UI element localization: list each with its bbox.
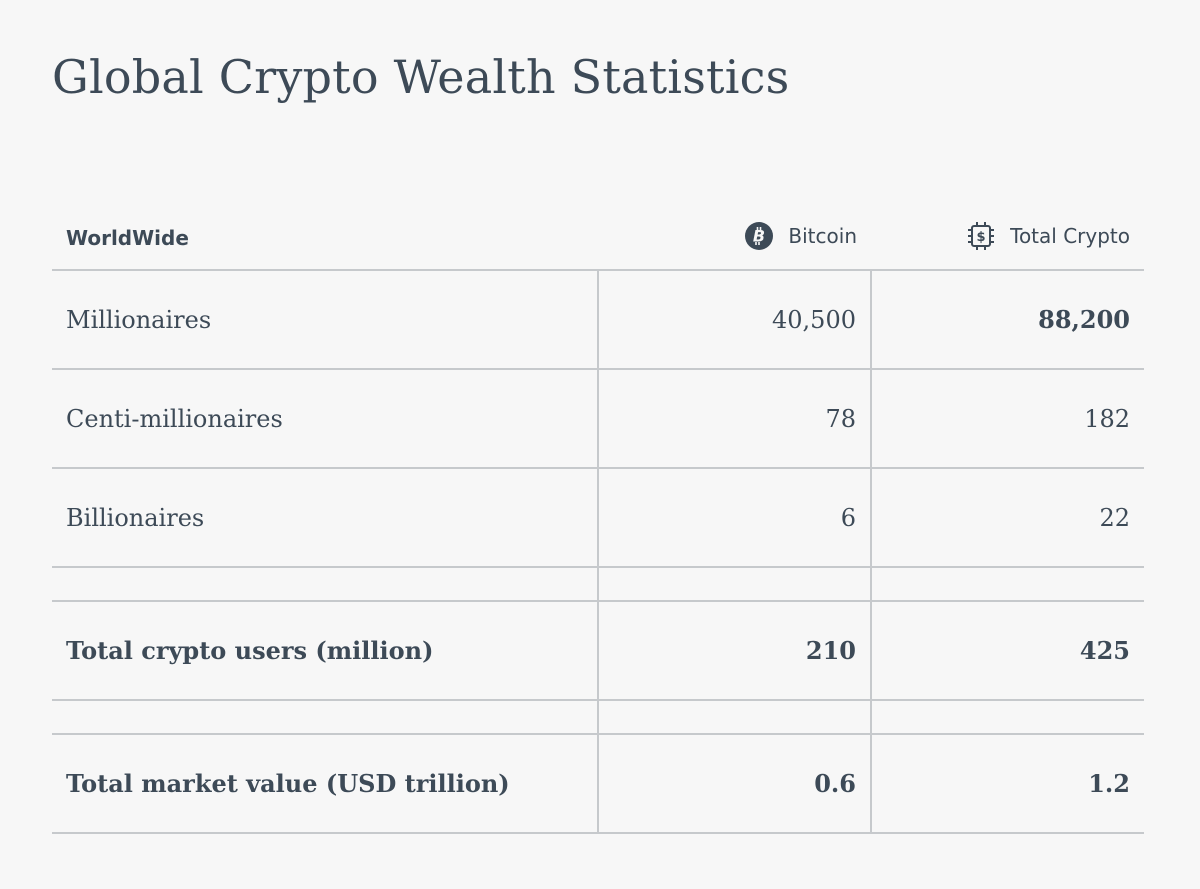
spacer-cell (52, 700, 598, 735)
total-crypto-value: 182 (870, 369, 1144, 469)
spacer-cell (597, 700, 871, 735)
total-crypto-value: 88,200 (870, 270, 1144, 370)
crypto-chip-icon: $ (966, 221, 996, 251)
row-label: Centi-millionaires (52, 369, 598, 469)
bitcoin-total-value: 210 (597, 601, 871, 701)
spacer-row (52, 700, 1144, 735)
bitcoin-value: 78 (597, 369, 871, 469)
page-title: Global Crypto Wealth Statistics (52, 50, 790, 104)
bitcoin-total-value: 0.6 (597, 734, 871, 834)
spacer-cell (52, 567, 598, 602)
table-row: Millionaires 40,500 88,200 (52, 270, 1144, 370)
total-crypto-total-value: 425 (870, 601, 1144, 701)
total-row: Total crypto users (million) 210 425 (52, 601, 1144, 701)
spacer-row (52, 567, 1144, 602)
total-crypto-value: 22 (870, 468, 1144, 568)
spacer-cell (870, 700, 1144, 735)
column-header-bitcoin: B Bitcoin (598, 207, 871, 271)
table-row: Centi-millionaires 78 182 (52, 369, 1144, 469)
bitcoin-value: 6 (597, 468, 871, 568)
column-header-total-crypto: $ Total Crypto (871, 207, 1144, 271)
row-label: Millionaires (52, 270, 598, 370)
bitcoin-icon: B (744, 221, 774, 251)
bitcoin-header-label: Bitcoin (788, 223, 857, 248)
spacer-cell (870, 567, 1144, 602)
total-row-label: Total market value (USD trillion) (52, 734, 598, 834)
crypto-wealth-table: WorldWide B Bitcoin (52, 207, 1144, 834)
table-header-row: WorldWide B Bitcoin (52, 207, 1144, 271)
table-row: Billionaires 6 22 (52, 468, 1144, 568)
spacer-cell (597, 567, 871, 602)
column-header-region: WorldWide (52, 207, 598, 271)
bitcoin-value: 40,500 (597, 270, 871, 370)
total-row: Total market value (USD trillion) 0.6 1.… (52, 734, 1144, 834)
svg-text:$: $ (977, 230, 986, 245)
total-crypto-header-label: Total Crypto (1010, 223, 1130, 248)
total-crypto-total-value: 1.2 (870, 734, 1144, 834)
svg-text:B: B (753, 226, 765, 245)
row-label: Billionaires (52, 468, 598, 568)
total-row-label: Total crypto users (million) (52, 601, 598, 701)
